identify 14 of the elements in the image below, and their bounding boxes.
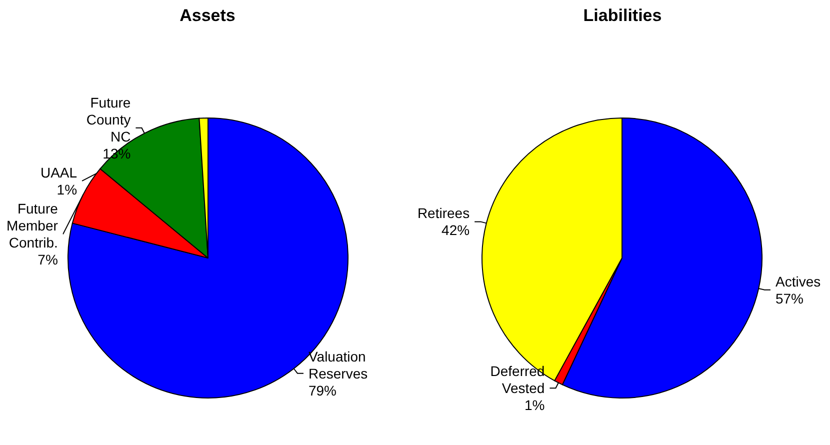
data-label: 1%: [56, 181, 78, 198]
data-label: 1%: [524, 397, 545, 414]
data-label: 57%: [775, 290, 804, 306]
slice-label: UAAL: [40, 164, 78, 180]
data-label: 79%: [308, 382, 337, 398]
slice-label: Retirees: [417, 205, 470, 222]
chart-title: Liabilities: [583, 6, 662, 25]
chart-title: Assets: [180, 6, 236, 25]
data-label: 42%: [442, 222, 470, 238]
slice-label: Future Member Contrib.: [6, 200, 58, 250]
slice-label: Future County NC: [86, 94, 131, 144]
slice-label: Actives: [775, 273, 821, 290]
data-label: 7%: [38, 251, 58, 268]
slice-label: Valuation Reserves: [308, 348, 368, 382]
